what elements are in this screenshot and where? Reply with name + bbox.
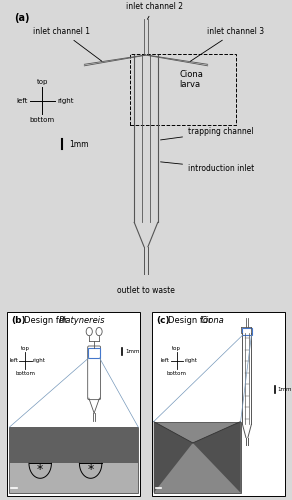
Text: right: right — [57, 98, 74, 104]
Text: *: * — [88, 464, 94, 476]
Text: top: top — [172, 346, 181, 350]
Text: inlet channel 1: inlet channel 1 — [33, 27, 102, 61]
Text: (b): (b) — [11, 316, 26, 324]
Text: right: right — [184, 358, 197, 363]
Text: introduction inlet: introduction inlet — [161, 162, 254, 172]
Bar — [9, 427, 138, 464]
Text: Ciona: Ciona — [201, 316, 225, 324]
Text: inlet channel 3: inlet channel 3 — [190, 27, 264, 62]
Bar — [88, 348, 100, 358]
Text: top: top — [36, 78, 48, 84]
Bar — [152, 312, 285, 496]
Bar — [154, 422, 241, 493]
Bar — [9, 427, 138, 493]
Text: right: right — [33, 358, 46, 363]
Text: *: * — [37, 464, 43, 476]
Text: 1mm: 1mm — [69, 140, 88, 149]
Text: 1mm: 1mm — [125, 350, 140, 354]
Text: bottom: bottom — [30, 117, 55, 123]
Bar — [242, 328, 252, 336]
Text: Design for: Design for — [168, 316, 215, 324]
Text: (a): (a) — [14, 12, 30, 22]
Text: 1mm: 1mm — [278, 387, 292, 392]
Polygon shape — [154, 422, 193, 493]
Text: left: left — [161, 358, 169, 363]
Text: left: left — [16, 98, 27, 104]
Text: top: top — [21, 346, 30, 350]
Text: Platynereis: Platynereis — [59, 316, 106, 324]
Bar — [130, 54, 236, 125]
Text: Ciona
larva: Ciona larva — [180, 70, 204, 89]
Bar — [7, 312, 140, 496]
Text: trapping channel: trapping channel — [161, 127, 254, 140]
Text: (c): (c) — [156, 316, 169, 324]
Text: bottom: bottom — [167, 370, 187, 376]
Text: left: left — [9, 358, 18, 363]
Text: inlet channel 2: inlet channel 2 — [126, 2, 183, 20]
Polygon shape — [193, 422, 241, 493]
Text: outlet to waste: outlet to waste — [117, 286, 175, 296]
Text: bottom: bottom — [15, 370, 35, 376]
Text: Design for: Design for — [24, 316, 70, 324]
